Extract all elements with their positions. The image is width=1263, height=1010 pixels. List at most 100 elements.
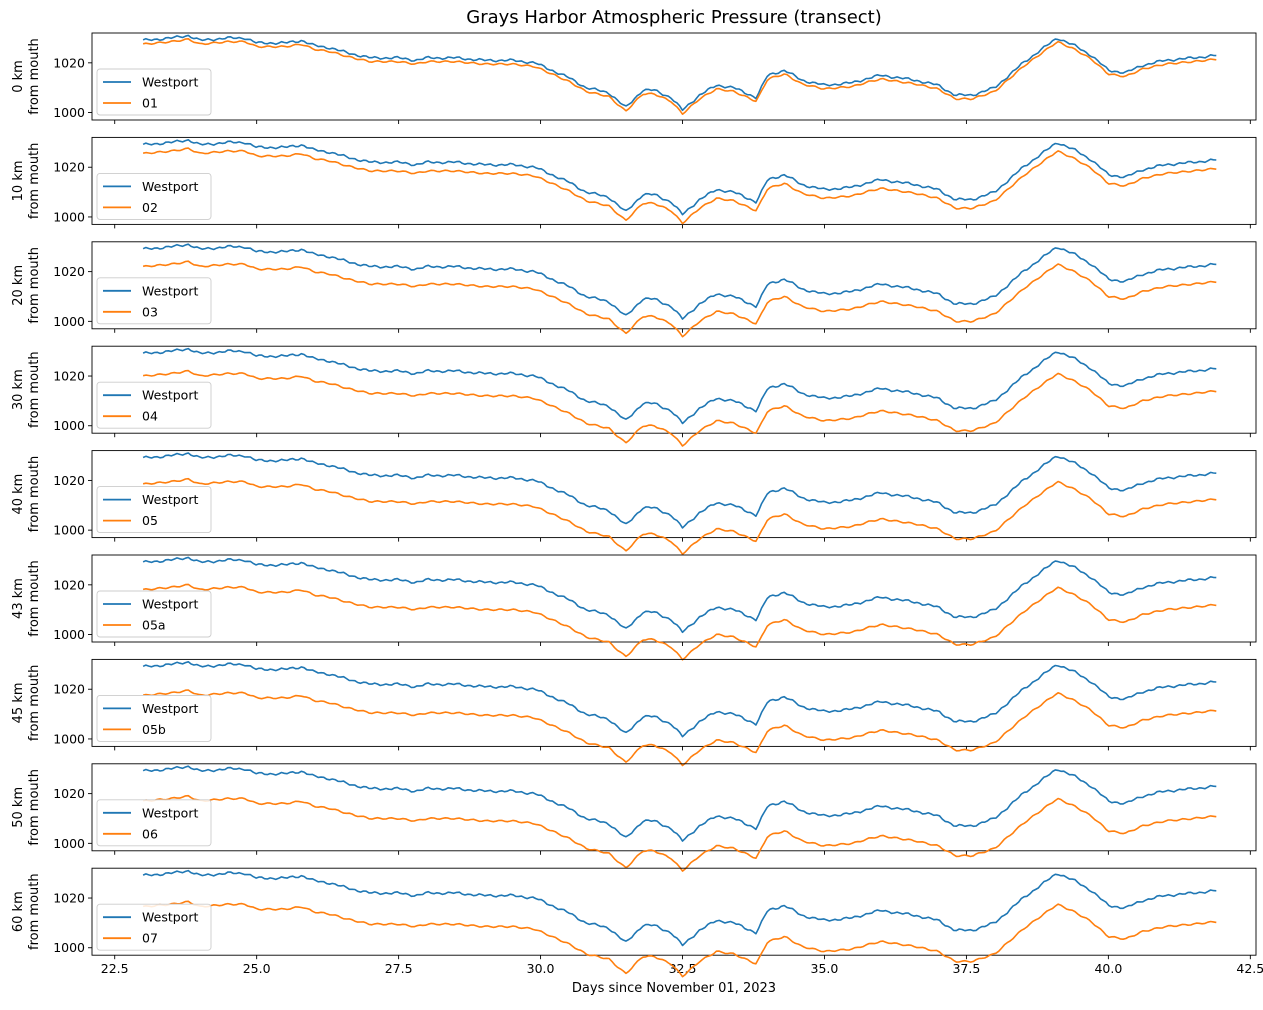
chart-title: Grays Harbor Atmospheric Pressure (trans… xyxy=(466,7,882,28)
x-tick-label: 35.0 xyxy=(811,961,839,976)
series-06-line xyxy=(142,794,1217,872)
y-tick-label: 1020 xyxy=(53,55,85,70)
x-tick-label: 30.0 xyxy=(527,961,555,976)
series-05a-line xyxy=(142,583,1217,661)
legend-label-westport: Westport xyxy=(142,179,198,194)
legend-label-westport: Westport xyxy=(142,701,198,716)
panel-frame xyxy=(91,241,1257,330)
y-tick-label: 1000 xyxy=(53,836,85,851)
legend-label-station: 05b xyxy=(142,722,166,737)
panel-frame xyxy=(91,136,1257,225)
x-tick-label: 40.0 xyxy=(1094,961,1122,976)
y-axis-label: 30 kmfrom mouth xyxy=(11,351,42,428)
y-tick-label: 1000 xyxy=(53,940,85,955)
series-westport-line xyxy=(142,34,1217,112)
y-tick-label: 1000 xyxy=(53,731,85,746)
legend: Westport 05 xyxy=(96,486,212,534)
panel-02: 1000 1020 10 kmfrom mouth Westport 02 xyxy=(11,136,1257,229)
x-tick-label: 22.5 xyxy=(101,961,129,976)
x-tick-label: 37.5 xyxy=(952,961,980,976)
series-05-line xyxy=(142,477,1217,555)
y-tick-label: 1000 xyxy=(53,418,85,433)
y-tick-label: 1020 xyxy=(53,369,85,384)
series-westport-line xyxy=(142,347,1217,425)
legend: Westport 05b xyxy=(96,694,212,742)
panel-frame xyxy=(91,32,1257,121)
legend-label-station: 01 xyxy=(142,96,158,111)
y-axis-label: 50 kmfrom mouth xyxy=(11,769,42,846)
series-02-line xyxy=(142,147,1217,225)
y-axis-label: 43 kmfrom mouth xyxy=(11,560,42,637)
panel-04: 1000 1020 30 kmfrom mouth Westport 04 xyxy=(11,345,1257,447)
legend-label-westport: Westport xyxy=(142,283,198,298)
series-01-line xyxy=(142,38,1217,115)
series-westport-line xyxy=(142,765,1217,842)
y-tick-label: 1020 xyxy=(53,577,85,592)
panel-03: 1000 1020 20 kmfrom mouth Westport 03 xyxy=(11,241,1257,338)
y-tick-label: 1000 xyxy=(53,523,85,538)
legend: Westport 01 xyxy=(96,68,212,116)
y-tick-label: 1000 xyxy=(53,314,85,329)
panel-frame xyxy=(91,554,1257,643)
y-axis-label: 0 kmfrom mouth xyxy=(11,38,42,115)
panel-frame xyxy=(91,867,1257,956)
y-tick-label: 1020 xyxy=(53,264,85,279)
x-tick-label: 25.0 xyxy=(243,961,271,976)
panel-05: 1000 1020 40 kmfrom mouth Westport 05 xyxy=(11,450,1257,555)
legend-label-westport: Westport xyxy=(142,910,198,925)
legend-label-station: 05a xyxy=(142,618,166,633)
legend-label-station: 07 xyxy=(142,931,158,946)
panel-05b: 1000 1020 45 kmfrom mouth Westport 05b xyxy=(11,658,1257,767)
x-tick-label: 32.5 xyxy=(669,961,697,976)
legend: Westport 04 xyxy=(96,381,212,429)
series-westport-line xyxy=(142,661,1217,738)
panel-01: 1000 1020 0 kmfrom mouth Westport 01 xyxy=(11,32,1257,124)
panel-frame xyxy=(91,658,1257,747)
y-tick-label: 1020 xyxy=(53,682,85,697)
legend: Westport 03 xyxy=(96,277,212,325)
panel-07: 1000 1020 22.5 25.0 27.5 30.0 32.5 35.0 37.5 40.0… xyxy=(11,867,1263,978)
series-westport-line xyxy=(142,139,1217,216)
panel-frame xyxy=(91,450,1257,539)
y-tick-label: 1020 xyxy=(53,160,85,175)
legend-label-station: 05 xyxy=(142,513,158,528)
y-tick-label: 1020 xyxy=(53,786,85,801)
series-03-line xyxy=(142,260,1217,338)
legend-label-westport: Westport xyxy=(142,805,198,820)
y-axis-label: 10 kmfrom mouth xyxy=(11,143,42,220)
legend-label-westport: Westport xyxy=(142,388,198,403)
legend-label-station: 04 xyxy=(142,409,158,424)
series-05b-line xyxy=(142,689,1217,767)
legend-label-station: 03 xyxy=(142,304,158,319)
legend: Westport 02 xyxy=(96,172,212,220)
legend: Westport 05a xyxy=(96,590,212,638)
x-tick-label: 27.5 xyxy=(385,961,413,976)
panel-frame xyxy=(91,763,1257,852)
y-tick-label: 1000 xyxy=(53,627,85,642)
y-axis-label: 60 kmfrom mouth xyxy=(11,873,42,950)
series-westport-line xyxy=(142,243,1217,320)
legend-label-station: 02 xyxy=(142,200,158,215)
y-axis-label: 20 kmfrom mouth xyxy=(11,247,42,324)
panel-05a: 1000 1020 43 kmfrom mouth Westport 05a xyxy=(11,554,1257,661)
y-axis-label: 40 kmfrom mouth xyxy=(11,456,42,533)
legend-label-station: 06 xyxy=(142,826,158,841)
legend-label-westport: Westport xyxy=(142,492,198,507)
x-tick-label: 42.5 xyxy=(1236,961,1263,976)
y-tick-label: 1000 xyxy=(53,209,85,224)
legend-label-westport: Westport xyxy=(142,75,198,90)
x-axis-label: Days since November 01, 2023 xyxy=(572,981,776,996)
panel-frame xyxy=(91,345,1257,434)
legend: Westport 06 xyxy=(96,799,212,847)
y-tick-label: 1020 xyxy=(53,891,85,906)
series-westport-line xyxy=(142,869,1217,947)
y-tick-label: 1000 xyxy=(53,105,85,120)
y-tick-label: 1020 xyxy=(53,473,85,488)
series-westport-line xyxy=(142,556,1217,634)
series-07-line xyxy=(142,900,1217,978)
series-04-line xyxy=(142,369,1217,447)
legend: Westport 07 xyxy=(96,903,212,951)
panel-06: 1000 1020 50 kmfrom mouth Westport 06 xyxy=(11,763,1257,872)
y-axis-label: 45 kmfrom mouth xyxy=(11,665,42,742)
